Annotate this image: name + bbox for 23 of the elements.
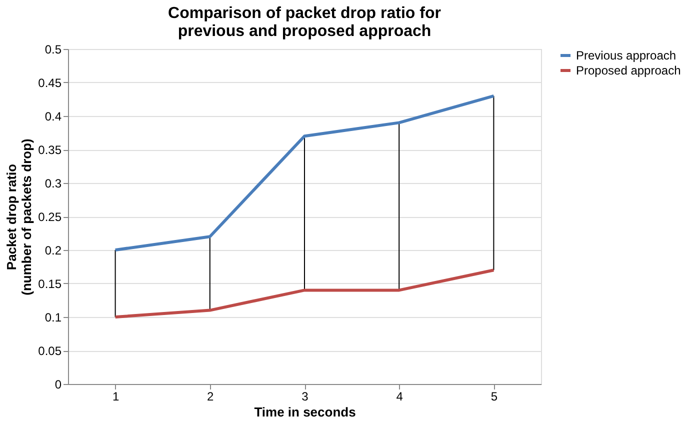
y-tick-label: 0	[54, 378, 62, 392]
y-tick-label: 0.25	[38, 210, 62, 224]
chart-title: Comparison of packet drop ratio for previous and proposed approach	[168, 5, 441, 40]
legend-label: Proposed approach	[576, 64, 681, 78]
line-series	[114, 94, 496, 252]
y-tick-label: 0.35	[38, 143, 62, 157]
y-tick-label: 0.05	[38, 344, 62, 358]
y-tick-label: 0.1	[44, 310, 62, 324]
x-tick-label: 5	[490, 390, 498, 404]
y-tick-label: 0.45	[38, 76, 62, 90]
x-tick-label: 2	[207, 390, 214, 404]
legend-label: Previous approach	[576, 48, 676, 62]
y-tick-label: 0.4	[44, 110, 62, 124]
y-tick-label: 0.3	[44, 176, 62, 190]
y-tick-label: 0.2	[44, 244, 62, 258]
x-tick-label: 4	[396, 390, 404, 404]
line-series	[114, 268, 496, 318]
x-tick-label: 3	[302, 390, 309, 404]
x-tick-label: 1	[112, 390, 120, 404]
y-axis-title: Packet drop ratio (number of packets drop)	[4, 138, 34, 296]
x-axis-title: Time in seconds	[254, 404, 356, 420]
y-tick-label: 0.15	[38, 277, 62, 291]
y-tick-label: 0.5	[44, 42, 62, 56]
